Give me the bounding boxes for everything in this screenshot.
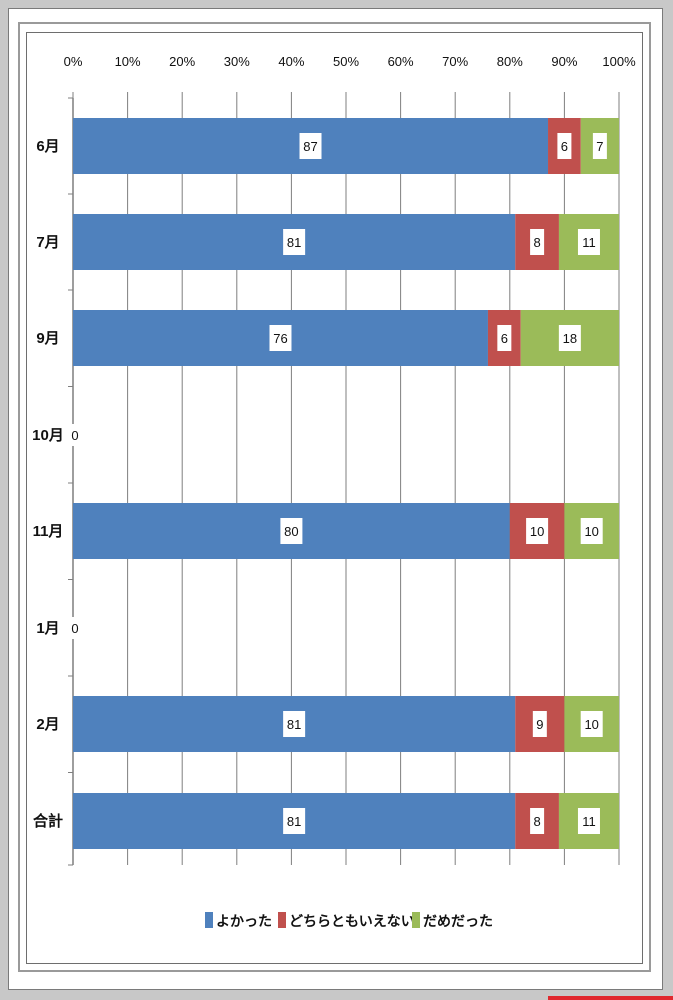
data-label-box — [530, 229, 545, 255]
data-label-box — [530, 808, 545, 834]
x-tick-label: 90% — [551, 54, 577, 69]
data-label-box — [269, 325, 292, 351]
data-label: 6 — [561, 139, 568, 154]
data-label-box — [577, 229, 600, 255]
data-label-box — [280, 518, 303, 544]
data-label-box — [558, 325, 581, 351]
data-label: 10 — [530, 524, 544, 539]
category-label: 11月 — [33, 523, 64, 540]
x-tick-label: 60% — [388, 54, 414, 69]
x-tick-label: 70% — [442, 54, 468, 69]
data-label: 87 — [303, 139, 317, 154]
x-tick-label: 40% — [278, 54, 304, 69]
data-label: 8 — [533, 814, 540, 829]
data-label: 6 — [501, 331, 508, 346]
x-tick-label: 20% — [169, 54, 195, 69]
legend-swatch — [278, 912, 286, 928]
data-label: 0 — [71, 621, 78, 636]
x-tick-label: 80% — [497, 54, 523, 69]
data-label: 18 — [563, 331, 577, 346]
data-label: 7 — [596, 139, 603, 154]
category-label: 9月 — [36, 330, 59, 347]
data-label-box — [299, 133, 322, 159]
data-label-box — [580, 518, 603, 544]
category-label: 1月 — [36, 620, 59, 637]
data-label: 11 — [582, 814, 596, 829]
data-label: 81 — [287, 814, 301, 829]
data-label-box — [283, 808, 306, 834]
data-label-box — [557, 133, 572, 159]
data-label-box — [283, 711, 306, 737]
data-label-box — [283, 229, 306, 255]
x-tick-label: 50% — [333, 54, 359, 69]
legend-swatch — [205, 912, 213, 928]
data-label-box — [71, 617, 79, 639]
category-label: 合計 — [32, 812, 63, 830]
legend-label: どちらともいえない — [289, 913, 415, 929]
legend-label: だめだった — [423, 913, 493, 929]
data-label-box — [580, 711, 603, 737]
data-label: 81 — [287, 235, 301, 250]
data-label-box — [71, 424, 79, 446]
category-label: 2月 — [36, 716, 59, 733]
legend-label: よかった — [216, 913, 272, 929]
data-label: 10 — [584, 717, 598, 732]
selection-edge-marker — [548, 996, 673, 1000]
x-tick-label: 100% — [602, 54, 636, 69]
data-label-box — [592, 133, 607, 159]
x-tick-label: 0% — [64, 54, 83, 69]
data-label: 76 — [273, 331, 287, 346]
data-label-box — [497, 325, 512, 351]
data-label: 80 — [284, 524, 298, 539]
category-label: 6月 — [36, 138, 59, 155]
data-label: 8 — [533, 235, 540, 250]
x-tick-label: 10% — [115, 54, 141, 69]
data-label: 0 — [71, 428, 78, 443]
legend-swatch — [412, 912, 420, 928]
x-tick-label: 30% — [224, 54, 250, 69]
data-label-box — [577, 808, 600, 834]
data-label: 9 — [536, 717, 543, 732]
data-label: 10 — [584, 524, 598, 539]
data-label: 11 — [582, 235, 596, 250]
data-label: 81 — [287, 717, 301, 732]
category-label: 7月 — [36, 234, 59, 251]
data-label-box — [526, 518, 549, 544]
data-label-box — [532, 711, 547, 737]
category-label: 10月 — [32, 427, 64, 444]
